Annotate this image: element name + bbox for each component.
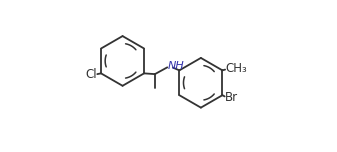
Text: NH: NH	[168, 61, 185, 71]
Text: Cl: Cl	[85, 68, 96, 81]
Text: CH₃: CH₃	[225, 62, 247, 75]
Text: Br: Br	[225, 91, 238, 104]
